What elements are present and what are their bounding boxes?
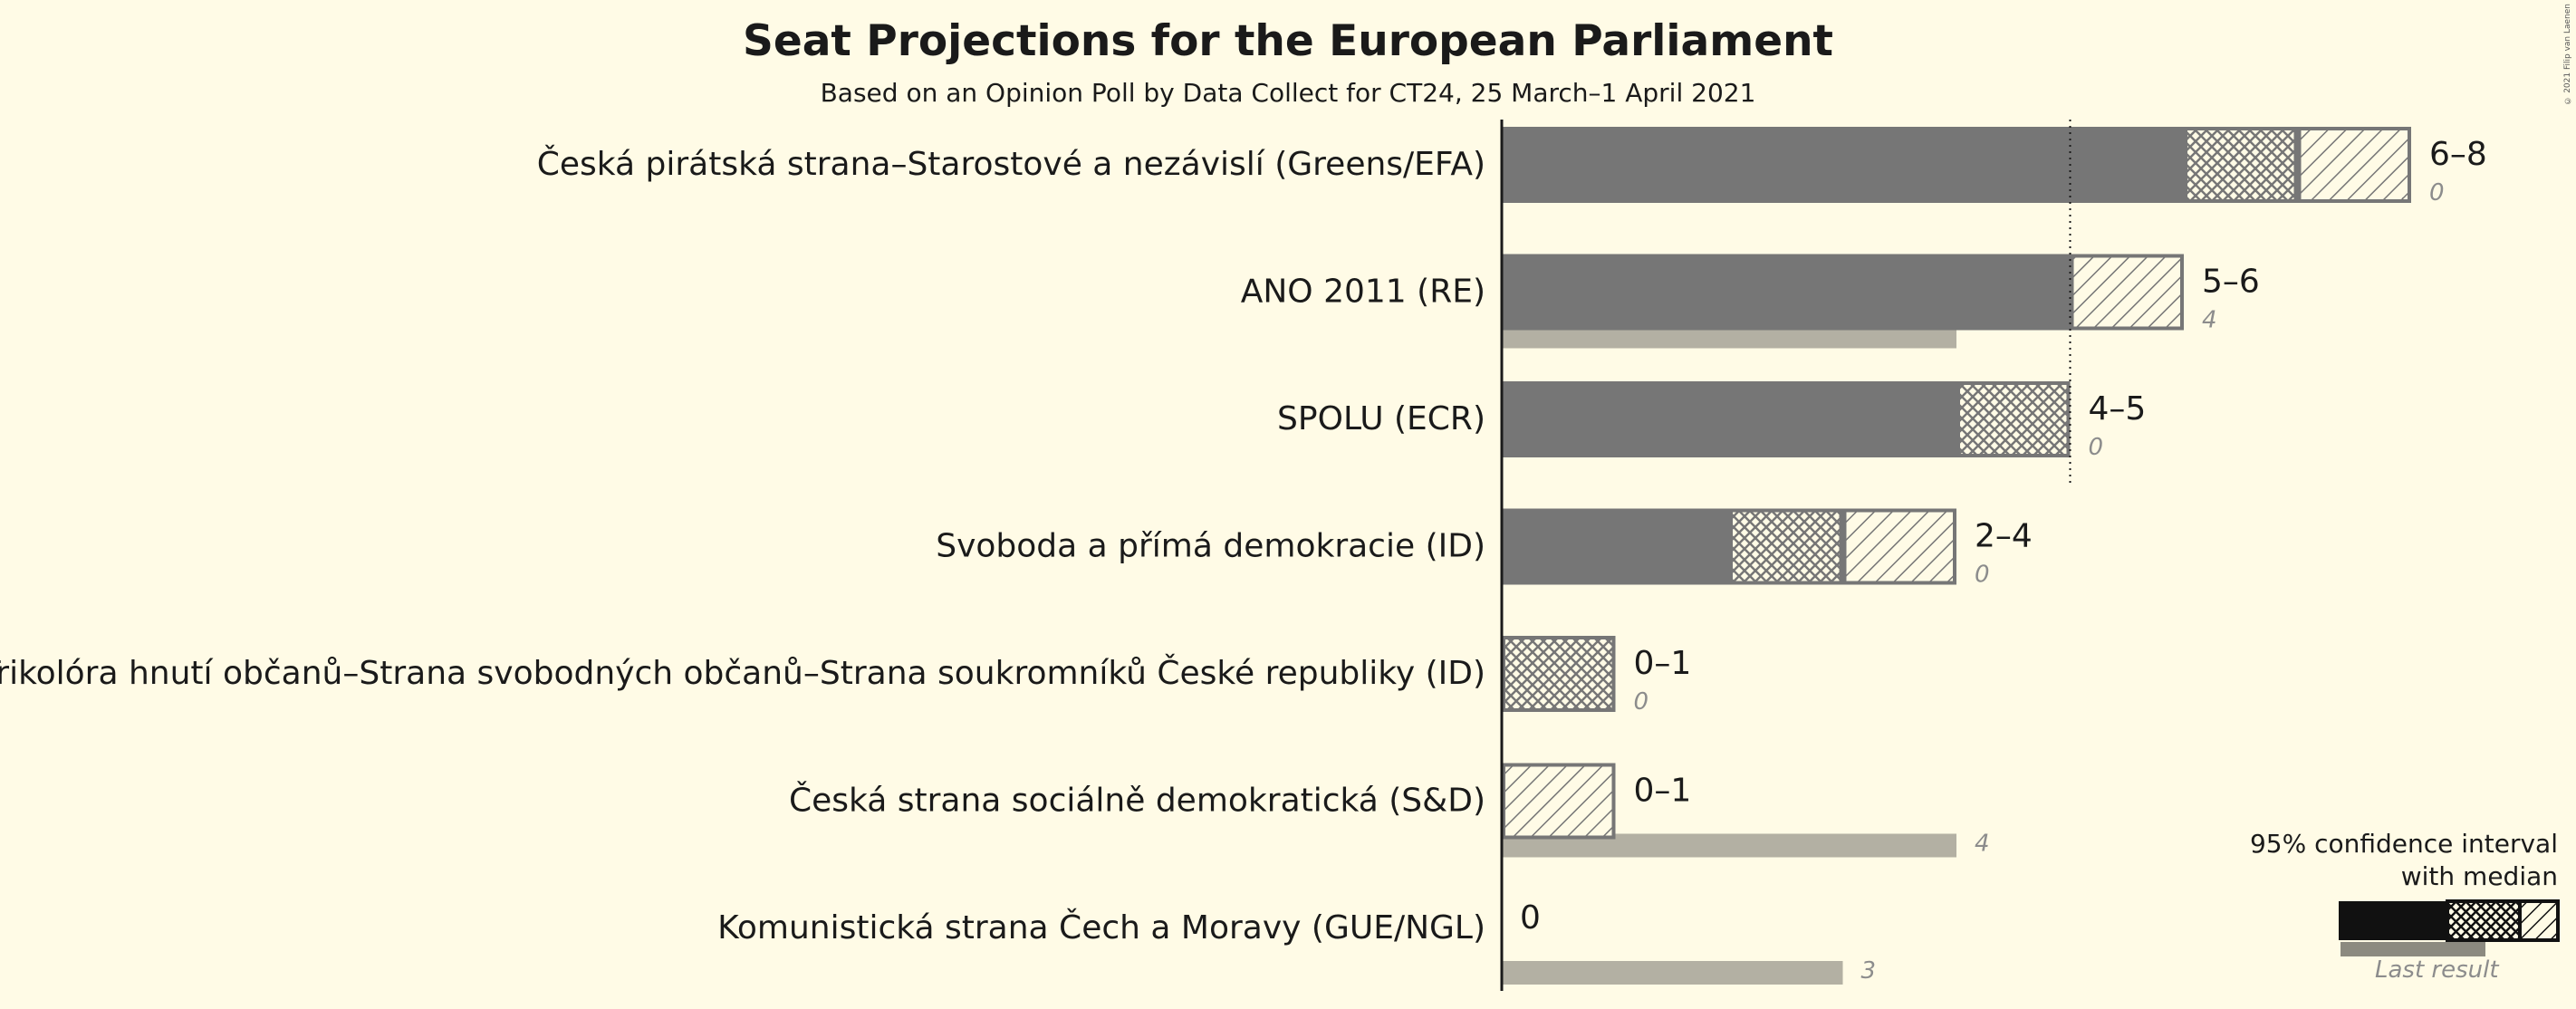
party-label: SPOLU (ECR): [1277, 400, 1485, 437]
legend-title: 95% confidence interval with median: [2250, 828, 2558, 893]
last-result-label: 4: [2202, 307, 2217, 334]
last-result-label: 0: [1975, 562, 1990, 589]
ci-median-bar: [1956, 381, 2071, 457]
party-label: Svoboda a přímá demokracie (ID): [936, 528, 1485, 565]
last-result-bar: [1502, 961, 1843, 985]
ci-upper-bar: [2297, 127, 2411, 203]
ci-upper-bar: [1842, 508, 1956, 585]
range-label: 4–5: [2089, 390, 2147, 428]
ci-median-bar: [2184, 127, 2298, 203]
ci-solid-bar: [1502, 254, 2071, 331]
ci-median-bar: [1502, 636, 1616, 712]
party-label: Česká strana sociálně demokratická (S&D): [789, 782, 1485, 820]
ci-solid-bar: [1502, 381, 1956, 457]
range-label: 2–4: [1975, 518, 2033, 555]
last-result-label: 3: [1861, 957, 1877, 985]
party-label: Česká pirátská strana–Starostové a nezáv…: [537, 145, 1485, 183]
legend-ci-solid: [2339, 901, 2447, 940]
last-result-label: 0: [2089, 434, 2104, 461]
ci-median-bar: [1729, 508, 1843, 585]
chart-title: Seat Projections for the European Parlia…: [742, 16, 1834, 66]
ci-solid-bar: [1502, 127, 2184, 203]
last-result-label: 4: [1975, 831, 1990, 858]
last-result-label: 0: [2429, 179, 2445, 207]
legend-ci-cross: [2446, 899, 2522, 942]
party-label: ANO 2011 (RE): [1241, 274, 1485, 311]
ci-upper-bar: [1502, 763, 1616, 840]
party-label: Trikolóra hnutí občanů–Strana svobodných…: [0, 654, 1485, 692]
legend-ci-hatch: [2518, 899, 2560, 942]
ci-upper-bar: [2070, 254, 2184, 331]
legend-last-result-bar: [2341, 942, 2485, 956]
legend-title-line1: 95% confidence interval: [2249, 829, 2558, 859]
range-label: 0: [1520, 899, 1541, 937]
range-label: 0–1: [1634, 645, 1692, 682]
range-label: 6–8: [2429, 136, 2487, 173]
party-label: Komunistická strana Čech a Moravy (GUE/N…: [717, 908, 1485, 947]
range-label: 5–6: [2202, 264, 2260, 301]
ci-solid-bar: [1502, 508, 1729, 585]
last-result-label: 0: [1634, 688, 1649, 716]
legend-swatch: [2339, 899, 2560, 956]
chart-subtitle: Based on an Opinion Poll by Data Collect…: [820, 78, 1756, 108]
legend-title-line2: with median: [2400, 861, 2558, 891]
legend-last-result-label: Last result: [2375, 956, 2499, 984]
range-label: 0–1: [1634, 773, 1692, 810]
